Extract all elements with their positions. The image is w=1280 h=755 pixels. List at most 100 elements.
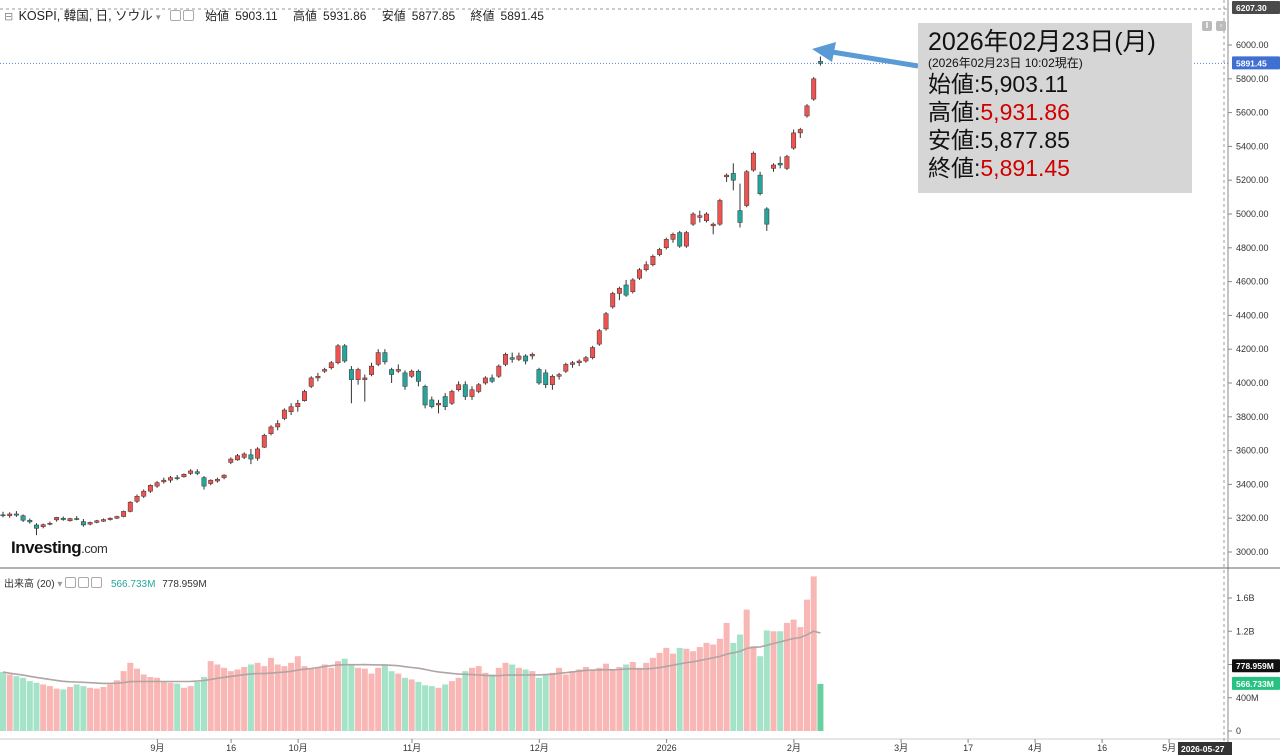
- volume-bar: [448, 681, 455, 731]
- x-tick-label: 12月: [530, 743, 549, 753]
- close-icon[interactable]: [91, 577, 103, 588]
- candle-body: [610, 293, 616, 308]
- y-tick-label: 6000.00: [1236, 40, 1269, 50]
- y-tick-label: 4400.00: [1236, 310, 1269, 320]
- candle-body: [0, 514, 6, 517]
- y-tick-label: 5600.00: [1236, 108, 1269, 118]
- volume-bar: [522, 669, 529, 731]
- candle-body: [482, 377, 488, 384]
- candle-body: [516, 355, 522, 360]
- candle: [724, 173, 730, 182]
- candle: [322, 367, 328, 373]
- visibility-icon[interactable]: [182, 10, 194, 21]
- volume-bar: [87, 687, 94, 731]
- volume-bar: [415, 681, 422, 731]
- volume-bar: [770, 631, 777, 731]
- candle-body: [570, 362, 575, 365]
- volume-bar: [53, 688, 60, 731]
- volume-bar: [107, 684, 114, 731]
- settings-icon[interactable]: [65, 577, 77, 588]
- candle: [101, 518, 106, 522]
- volume-bar: [180, 687, 187, 731]
- volume-bar: [321, 664, 328, 731]
- collapse-icon[interactable]: ⊟: [4, 11, 14, 23]
- volume-bar: [328, 667, 335, 731]
- candle-body: [523, 355, 529, 362]
- info-high: 高値:5,931.86: [928, 99, 1070, 125]
- dropdown-icon[interactable]: ▾: [57, 579, 63, 590]
- volume-bar: [562, 674, 569, 731]
- volume-bar: [120, 671, 127, 731]
- candle-body: [436, 403, 441, 406]
- visibility-icon[interactable]: [78, 577, 90, 588]
- volume-bar: [663, 647, 670, 731]
- candle: [402, 370, 408, 390]
- volume-bar: [368, 673, 375, 731]
- candle: [161, 477, 167, 484]
- candle-body: [496, 365, 502, 377]
- volume-bar: [529, 671, 536, 731]
- volume-bar: [160, 681, 167, 731]
- volume-bar: [643, 662, 650, 731]
- candle-body: [174, 477, 180, 479]
- candle-body: [168, 477, 173, 481]
- y-tick-label: 3000.00: [1236, 547, 1269, 557]
- volume-bar: [80, 686, 87, 731]
- volume-bar: [536, 677, 542, 731]
- y-tick-label: 4200.00: [1236, 344, 1269, 354]
- y-tick-label: 5400.00: [1236, 141, 1269, 151]
- x-tick-label: 3月: [894, 743, 908, 753]
- collapse-pane-icon[interactable]: ǁ: [1202, 21, 1212, 31]
- candle: [355, 367, 361, 385]
- candle: [194, 469, 200, 476]
- candle: [27, 518, 33, 524]
- candle-body: [107, 517, 113, 520]
- candle-body: [637, 269, 642, 279]
- candle: [744, 170, 750, 208]
- candle-body: [362, 377, 368, 380]
- settings-icon[interactable]: [169, 10, 181, 21]
- volume-bar: [268, 657, 274, 731]
- candle-body: [335, 345, 341, 363]
- volume-bar: [582, 666, 589, 731]
- volume-bar: [261, 666, 268, 731]
- candle: [476, 383, 482, 394]
- volume-bar: [281, 666, 288, 731]
- candle-body: [268, 426, 274, 434]
- candle: [737, 183, 743, 228]
- dropdown-icon[interactable]: ▾: [155, 12, 161, 22]
- volume-label: 出来高 (20): [4, 579, 55, 590]
- candle-body: [194, 471, 200, 474]
- volume-bar: [428, 686, 435, 731]
- volume-bar: [482, 672, 489, 731]
- volume-bar: [93, 688, 100, 731]
- candle-body: [13, 513, 19, 516]
- candle-body: [415, 370, 421, 382]
- volume-bar: [797, 627, 804, 731]
- y-tick-label: 4000.00: [1236, 378, 1269, 388]
- candle: [422, 384, 428, 409]
- candle-body: [657, 249, 663, 255]
- volume-bar: [556, 667, 563, 731]
- candle-body: [717, 200, 723, 225]
- info-box: 2026年02月23日(月) (2026年02月23日 10:02現在) 始値:…: [918, 23, 1192, 193]
- candle-body: [369, 365, 374, 375]
- candle-body: [583, 357, 589, 362]
- candle: [261, 433, 267, 449]
- candle-body: [456, 384, 462, 391]
- x-tick-label: 5月: [1162, 743, 1176, 753]
- volume-bar: [381, 665, 388, 731]
- volume-bar: [341, 658, 348, 731]
- volume-badge-bg: [1232, 676, 1280, 690]
- volume-bar: [221, 667, 228, 731]
- candle: [429, 396, 435, 409]
- maximize-pane-icon[interactable]: ▫: [1216, 21, 1226, 31]
- candle-body: [784, 156, 790, 169]
- candle-body: [690, 213, 696, 225]
- candle-body: [74, 518, 80, 520]
- candle-body: [255, 448, 261, 459]
- candle: [47, 521, 53, 526]
- candle-body: [281, 409, 287, 419]
- volume-bar: [348, 664, 355, 731]
- candle-body: [563, 364, 569, 372]
